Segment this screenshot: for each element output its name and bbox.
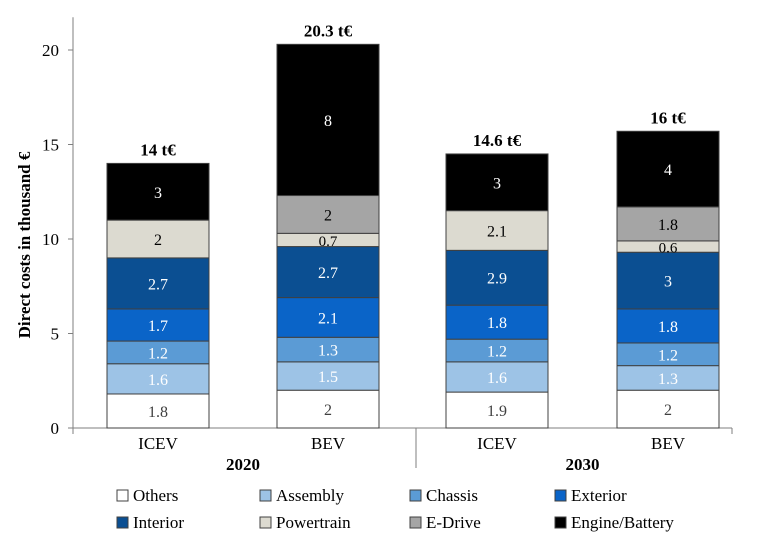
x-group-label: 2030 xyxy=(566,455,600,474)
bar-segment-label: 1.2 xyxy=(148,345,168,362)
bar-segment xyxy=(276,246,380,299)
legend-label: Exterior xyxy=(571,486,627,505)
legend-label: Others xyxy=(133,486,178,505)
legend-swatch xyxy=(409,516,422,529)
bar-segment xyxy=(106,219,210,259)
bar-total-label: 14 t€ xyxy=(140,140,176,159)
bar-segment xyxy=(276,361,380,391)
bar-segment-label: 2.1 xyxy=(318,310,338,327)
y-tick-label: 0 xyxy=(51,419,60,438)
bar-segment-label: 3 xyxy=(154,185,162,202)
legend-label: Chassis xyxy=(426,486,478,505)
legend-label: Interior xyxy=(133,513,184,532)
bar-segment-label: 1.8 xyxy=(487,315,507,332)
bar-segment xyxy=(106,257,210,310)
legend-label: Powertrain xyxy=(276,513,351,532)
bar-segment-label: 2.9 xyxy=(487,271,507,288)
bar-segment xyxy=(276,297,380,338)
bar-segment-label: 2.7 xyxy=(148,276,168,293)
bar-segment-label: 2 xyxy=(324,402,332,419)
bar-segment xyxy=(276,43,380,197)
bar-segment-label: 0.6 xyxy=(659,241,678,257)
legend-label: Assembly xyxy=(276,486,345,505)
x-category-label: BEV xyxy=(311,434,346,453)
bar-segment-label: 1.9 xyxy=(487,403,507,420)
bar-segment xyxy=(276,195,380,234)
legend-swatch xyxy=(554,516,567,529)
legend-swatch xyxy=(409,489,422,502)
y-tick-label: 10 xyxy=(42,230,59,249)
bars: 1.8 1.6 1.2 1.7 2.7 2 3 14 t€ 2 1.5 1.3 2.1 2.7 0.7 2 8… xyxy=(106,21,720,429)
bar-segment xyxy=(106,162,210,221)
bar-segment-label: 2.7 xyxy=(318,265,338,282)
x-category-label: BEV xyxy=(651,434,686,453)
bar-segment-label: 2 xyxy=(664,402,672,419)
bar-segment-label: 2.1 xyxy=(487,223,507,240)
bar-segment xyxy=(616,308,720,344)
legend-swatch xyxy=(116,516,129,529)
legend-label: E-Drive xyxy=(426,513,481,532)
y-axis-title: Direct costs in thousand € xyxy=(15,151,34,338)
bar-segment xyxy=(445,210,549,251)
bar-segment-label: 4 xyxy=(664,162,672,179)
bar-segment-label: 1.6 xyxy=(487,370,507,387)
x-category-label: ICEV xyxy=(138,434,178,453)
x-category-label: ICEV xyxy=(477,434,517,453)
bar-segment-label: 1.7 xyxy=(148,318,168,335)
bar-segment-label: 1.2 xyxy=(658,347,678,364)
bar-segment-label: 3 xyxy=(493,175,501,192)
bar-segment-label: 8 xyxy=(324,113,332,130)
bar-segment-label: 1.6 xyxy=(148,372,168,389)
bar-segment xyxy=(445,153,549,212)
bar-total-label: 16 t€ xyxy=(650,108,686,127)
bar-total-label: 14.6 t€ xyxy=(473,131,522,150)
legend: Others Assembly Chassis Exterior Interior Pow… xyxy=(116,486,674,532)
legend-swatch xyxy=(259,489,272,502)
bar-segment-label: 2 xyxy=(154,232,162,249)
bar-segment-label: 1.8 xyxy=(148,404,168,421)
bar-segment xyxy=(616,130,720,208)
bar-segment-label: 3 xyxy=(664,274,672,291)
bar-segment xyxy=(616,206,720,242)
bar-segment xyxy=(445,361,549,393)
bar-segment xyxy=(616,365,720,391)
bar-segment xyxy=(106,393,210,429)
y-tick-label: 5 xyxy=(51,325,60,344)
x-group-label: 2020 xyxy=(226,455,260,474)
legend-label: Engine/Battery xyxy=(571,513,674,532)
bar-segment-label: 1.8 xyxy=(658,217,678,234)
bar-segment-label: 1.2 xyxy=(487,344,507,361)
bar-segment-label: 1.3 xyxy=(658,371,678,388)
bar-segment xyxy=(106,308,210,342)
y-tick-label: 20 xyxy=(42,41,59,60)
bar-segment-label: 1.3 xyxy=(318,343,338,360)
legend-swatch xyxy=(116,489,129,502)
bar-segment-label: 1.8 xyxy=(658,319,678,336)
bar-segment xyxy=(445,304,549,340)
bar-segment xyxy=(276,336,380,363)
bar-segment-label: 0.7 xyxy=(319,234,338,250)
bar-segment xyxy=(106,363,210,395)
y-tick-label: 15 xyxy=(42,136,59,155)
legend-swatch xyxy=(259,516,272,529)
bar-segment-label: 1.5 xyxy=(318,369,338,386)
legend-swatch xyxy=(554,489,567,502)
bar-total-label: 20.3 t€ xyxy=(304,21,353,40)
bar-segment-label: 2 xyxy=(324,207,332,224)
